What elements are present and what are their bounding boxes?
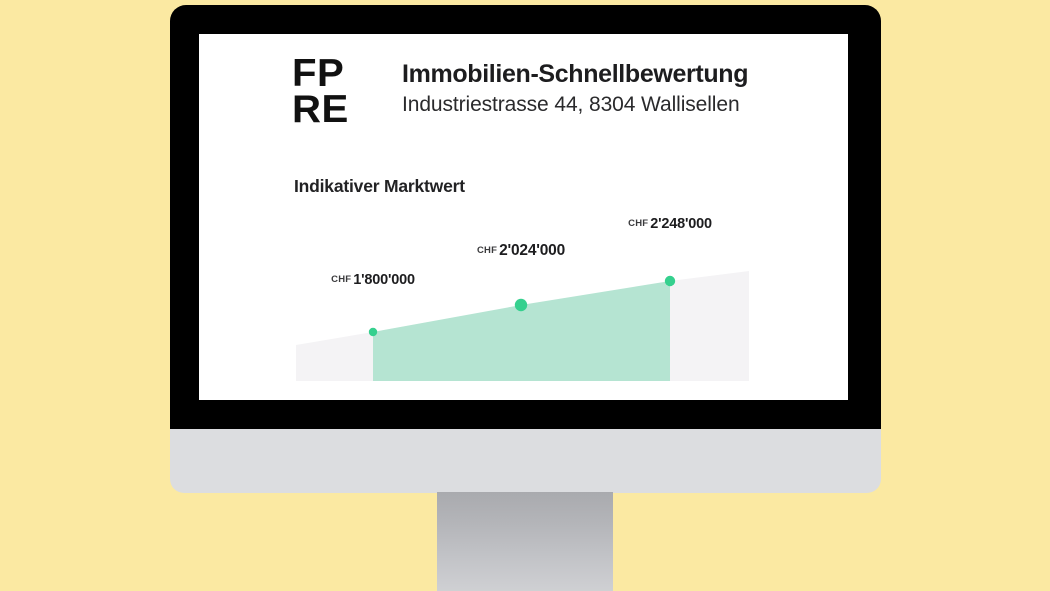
value-amount-0: 1'800'000 (353, 272, 415, 288)
chart-point-marker-1 (514, 298, 528, 312)
page-title: Immobilien-Schnellbewertung (402, 60, 749, 88)
value-amount-2: 2'248'000 (650, 216, 712, 232)
chart-left-context-band (296, 332, 373, 381)
chart-point-marker-2 (664, 275, 676, 287)
fpre-logo-line-2: RE (292, 87, 349, 131)
chart-value-label-1: CHF 2'024'000 (477, 242, 565, 260)
monitor-stand (437, 492, 613, 591)
chart-point-marker-0 (368, 327, 378, 337)
fpre-logo-line-1: FP (292, 52, 345, 95)
property-address: Industriestrasse 44, 8304 Wallisellen (402, 92, 740, 116)
section-heading-market-value: Indikativer Marktwert (294, 176, 465, 196)
chart-value-label-0: CHF 1'800'000 (331, 271, 415, 289)
currency-label-0: CHF (331, 274, 352, 285)
monitor-chin (170, 429, 881, 493)
value-amount-1: 2'024'000 (499, 242, 566, 259)
chart-area-fill (373, 281, 670, 381)
chart-value-label-2: CHF 2'248'000 (628, 215, 712, 233)
market-value-area-chart (296, 271, 749, 381)
chart-right-context-band (670, 271, 749, 381)
fpre-logo: FP RE (292, 52, 405, 131)
report-header: FP RE Immobilien-Schnellbewertung Indust… (292, 52, 749, 131)
currency-label-2: CHF (628, 218, 649, 229)
monitor-screen: FP RE Immobilien-Schnellbewertung Indust… (199, 34, 848, 400)
currency-label-1: CHF (476, 245, 498, 256)
market-value-chart: CHF 1'800'000 CHF 2'024'000 CHF 2'248'000 (296, 209, 749, 381)
header-text-block: Immobilien-Schnellbewertung Industriestr… (402, 56, 749, 117)
